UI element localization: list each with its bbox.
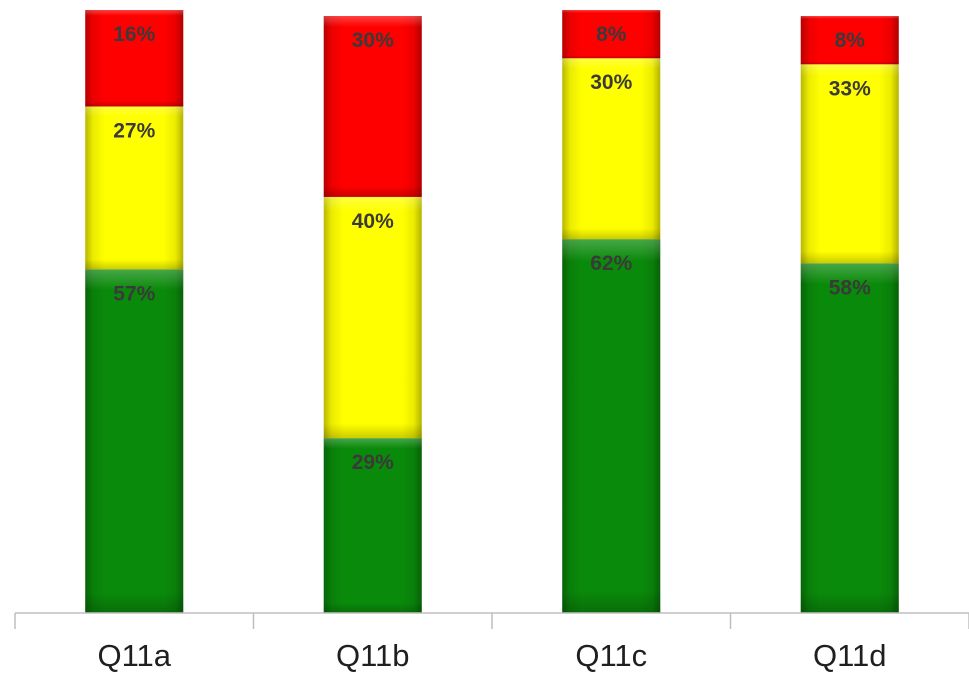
bar-bevel-top bbox=[562, 239, 661, 613]
data-label: 40% bbox=[352, 210, 394, 233]
bar-segment-q11b-2: 30% bbox=[323, 16, 422, 197]
x-axis bbox=[14, 612, 969, 629]
data-label: 30% bbox=[352, 29, 394, 52]
data-label: 29% bbox=[352, 451, 394, 474]
bar-bevel-top bbox=[562, 58, 661, 240]
bar-bevel-top bbox=[323, 16, 422, 197]
bar-bevel-top bbox=[323, 438, 422, 613]
bar-bevel-top bbox=[323, 196, 422, 439]
bar-bevel-top bbox=[562, 10, 661, 59]
bar-segment-q11b-0: 29% bbox=[323, 438, 422, 613]
bar-segment-q11a-1: 27% bbox=[85, 106, 184, 270]
data-label: 62% bbox=[590, 252, 632, 275]
bar-bevel-top bbox=[800, 263, 899, 613]
bar-segment-q11d-0: 58% bbox=[800, 263, 899, 613]
bar-bevel-top bbox=[85, 269, 184, 613]
bar-segment-q11a-2: 16% bbox=[85, 10, 184, 107]
bar-bevel-top bbox=[800, 64, 899, 264]
category-label: Q11b bbox=[336, 638, 410, 673]
category-label: Q11d bbox=[813, 638, 887, 673]
bar-segment-q11a-0: 57% bbox=[85, 269, 184, 613]
bar-segment-q11d-1: 33% bbox=[800, 64, 899, 264]
data-label: 27% bbox=[113, 119, 155, 142]
bar-bevel-top bbox=[85, 106, 184, 270]
data-label: 16% bbox=[113, 23, 155, 46]
bar-segment-q11c-1: 30% bbox=[562, 58, 661, 240]
bar-segment-q11c-2: 8% bbox=[562, 10, 661, 59]
bar-segment-q11d-2: 8% bbox=[800, 16, 899, 65]
data-label: 33% bbox=[829, 77, 871, 100]
data-label: 30% bbox=[590, 71, 632, 94]
bar-bevel-top bbox=[85, 10, 184, 107]
bar-bevel-top bbox=[800, 16, 899, 65]
data-label: 8% bbox=[596, 23, 627, 46]
data-label: 8% bbox=[835, 29, 866, 52]
data-label: 57% bbox=[113, 282, 155, 305]
category-labels: Q11a Q11b Q11c Q11d bbox=[97, 638, 886, 673]
data-label: 58% bbox=[829, 276, 871, 299]
bar-segment-q11c-0: 62% bbox=[562, 239, 661, 613]
category-label: Q11a bbox=[97, 638, 171, 673]
bar-segment-q11b-1: 40% bbox=[323, 196, 422, 439]
bars-group: 57% 27% 16% 29% 40% 30% 62% 30% 8% 58% 33% 8% bbox=[85, 10, 899, 613]
category-label: Q11c bbox=[575, 638, 647, 673]
